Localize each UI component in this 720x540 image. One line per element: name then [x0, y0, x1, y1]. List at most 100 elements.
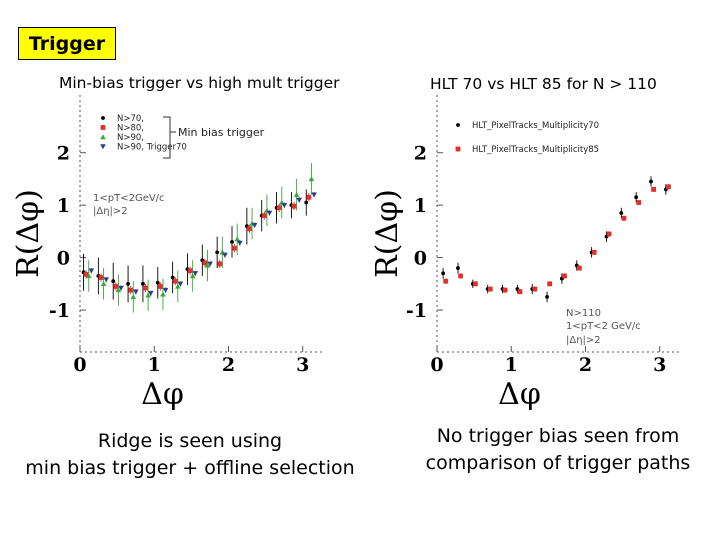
left-panel-title: Min-bias trigger vs high mult trigger: [59, 74, 340, 92]
chart-1-annotation-n: N>110: [566, 308, 601, 319]
chart-1-data-point: [517, 289, 523, 295]
chart-0-data-point: [276, 205, 282, 211]
chart-1-data-point: [502, 287, 508, 293]
chart-0-y-tick-label: 2: [57, 143, 70, 165]
chart-0-data-point: [261, 213, 267, 219]
chart-1-data-point: [458, 273, 463, 279]
chart-0-data-point: [83, 271, 89, 277]
chart-0-data-point: [175, 283, 181, 289]
chart-1-data-point: [443, 278, 449, 284]
chart-0-legend-marker: [100, 144, 106, 150]
chart-0-legend-marker: [100, 125, 106, 130]
chart-1-data-point: [562, 273, 567, 279]
chart-0-legend-marker: [100, 134, 106, 140]
chart-0-data-point: [100, 281, 107, 287]
trigger-badge: Trigger: [18, 27, 116, 60]
chart-0-legend-label: N>80,: [117, 124, 144, 134]
chart-0-data-point: [189, 273, 196, 279]
chart-0-data-point: [128, 287, 134, 293]
chart-0-data-point: [308, 176, 315, 182]
chart-0-data-point: [172, 278, 178, 284]
chart-0-y-axis-title: R(Δφ): [11, 189, 46, 278]
chart-0-data-point: [155, 280, 160, 285]
chart-1-legend-marker: [455, 146, 461, 152]
left-caption: Ridge is seen using min bias trigger + o…: [10, 428, 370, 482]
chart-0-data-point: [293, 191, 300, 197]
chart-0-x-tick-label: 3: [296, 354, 309, 376]
chart-0-data-point: [133, 289, 139, 295]
chart-0-data-point: [247, 226, 252, 232]
chart-0-data-point: [115, 287, 122, 293]
chart-0-data-point: [207, 261, 213, 267]
chart-1-data-point: [441, 271, 446, 276]
chart-0-data-point: [145, 292, 151, 298]
right-caption-line-1: No trigger bias seen from: [436, 425, 680, 447]
chart-1-data-point: [545, 295, 549, 299]
chart-0-data-point: [162, 287, 169, 293]
chart-0-data-point: [204, 262, 211, 268]
chart-0-annotation-bracket: [163, 116, 176, 159]
chart-0-data-point: [103, 277, 109, 283]
chart-1-legend-label: HLT_PixelTracks_Multiplicity85: [472, 145, 599, 155]
left-caption-line-1: Ridge is seen using: [97, 430, 283, 452]
chart-0-data-point: [311, 192, 317, 198]
chart-0-legend-label: N>70,: [117, 114, 144, 124]
chart-0-data-point: [281, 202, 288, 208]
chart-0-data-point: [143, 285, 148, 291]
right-panel-title: HLT 70 vs HLT 85 for N > 110: [430, 75, 657, 93]
chart-1-annotation-pt: 1<pT<2 GeV/c: [566, 321, 641, 332]
chart-0-data-point: [130, 294, 137, 300]
chart-0-data-point: [111, 279, 116, 284]
chart-0-data-point: [222, 252, 228, 258]
chart-1-data-point: [619, 211, 624, 215]
chart-0-data-point: [304, 200, 309, 205]
chart-1-y-tick-label: 1: [414, 195, 427, 217]
chart-1-y-tick-label: 0: [414, 248, 427, 270]
chart-0-data-point: [170, 275, 175, 280]
chart-0-data-point: [266, 210, 273, 216]
chart-1-data-point: [532, 286, 538, 292]
chart-0-data-point: [251, 222, 258, 228]
chart-0-data-point: [98, 275, 104, 280]
right-caption-line-2: comparison of trigger paths: [425, 452, 691, 474]
chart-1-data-point: [576, 265, 582, 271]
chart-1-data-point: [547, 281, 553, 287]
chart-0-data-point: [232, 245, 238, 251]
chart-0-y-tick-label: 0: [57, 248, 70, 270]
chart-0-data-point: [147, 291, 154, 297]
chart-1-annotation-eta: |Δη|>2: [566, 335, 601, 346]
chart-1-x-tick-label: 3: [653, 354, 666, 376]
chart-0-data-point: [306, 194, 312, 200]
chart-1-y-tick-label: 2: [414, 143, 427, 165]
chart-0-y-tick-label: 1: [57, 195, 70, 217]
chart-0-annotation-eta: |Δη|>2: [93, 206, 128, 217]
chart-1-data-point: [636, 200, 642, 205]
chart-0-data-point: [296, 197, 303, 203]
chart-0-legend-label: N>90, Trigger70: [117, 143, 187, 153]
chart-0-legend-marker: [101, 116, 105, 120]
chart-0-data-point: [291, 203, 297, 209]
chart-1-data-point: [651, 187, 657, 192]
chart-1-data-point: [649, 179, 653, 184]
chart-0-data-point: [187, 268, 193, 274]
chart-1-data-point: [634, 195, 639, 200]
chart-0-data-point: [217, 261, 223, 267]
chart-1-data-point: [666, 184, 671, 190]
chart-0-data-point: [160, 291, 166, 297]
chart-0-data-point: [157, 284, 163, 289]
chart-1-legend-label: HLT_PixelTracks_Multiplicity70: [472, 121, 599, 131]
chart-1-data-point: [591, 249, 597, 255]
chart-0-data-point: [237, 240, 243, 246]
chart-0-data-point: [202, 260, 208, 266]
chart-1-data-point: [621, 215, 627, 221]
chart-1-x-tick-label: 0: [430, 354, 443, 376]
chart-0-data-point: [141, 281, 145, 286]
chart-0-data-point: [230, 239, 234, 244]
chart-0-legend-label: N>90,: [117, 133, 144, 143]
chart-1-x-tick-label: 1: [505, 354, 518, 376]
chart-1-data-point: [456, 266, 460, 270]
chart-1-y-axis-title: R(Δφ): [370, 189, 405, 278]
chart-0-x-axis-title: Δφ: [141, 377, 184, 412]
